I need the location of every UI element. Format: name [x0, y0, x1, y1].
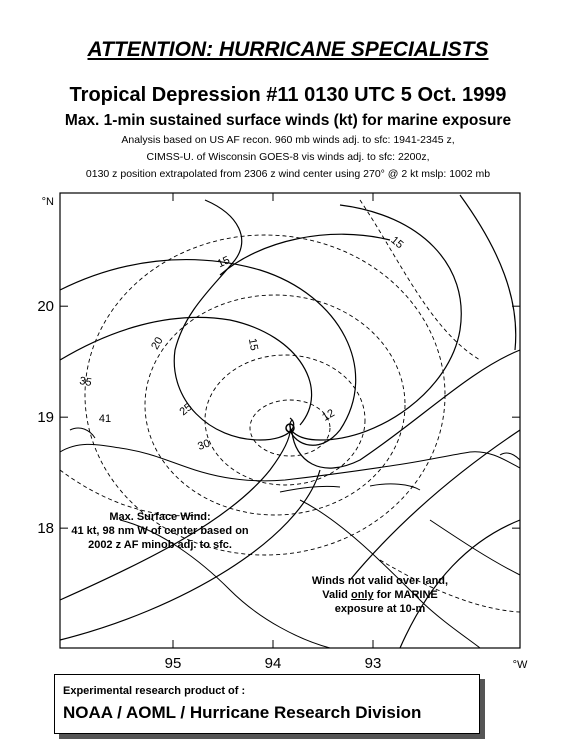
footer-line: Experimental research product of :	[63, 685, 246, 697]
title: ATTENTION: HURRICANE SPECIALISTS	[87, 38, 489, 61]
note-line: Max. Surface Wind:	[109, 511, 211, 523]
note-line: Winds not valid over land,	[311, 575, 449, 587]
isotachs	[59, 199, 521, 613]
y-tick-label: 19	[37, 409, 54, 426]
note-text: for MARINE	[373, 589, 438, 601]
map-frame	[59, 192, 521, 649]
y-tick-label: 20	[37, 298, 54, 315]
contour-label: 30	[196, 437, 212, 452]
max-wind-note: Max. Surface Wind: 41 kt, 98 nm W of cen…	[60, 510, 260, 552]
contour-label: 41	[99, 413, 111, 425]
note-line: Valid only for MARINE	[300, 588, 460, 602]
storm-title: Tropical Depression #11 0130 UTC 5 Oct. …	[69, 84, 507, 106]
x-tick-label: 93	[365, 655, 382, 672]
contour-label: 12	[320, 407, 337, 424]
contour-label: 20	[149, 335, 166, 352]
note: CIMSS-U. of Wisconsin GOES-8 vis winds a…	[146, 151, 430, 163]
contour-label: 15	[216, 254, 232, 270]
contour-label: 35	[78, 375, 92, 389]
note-line: 41 kt, 98 nm W of center based on	[71, 525, 249, 537]
x-unit: °W	[513, 659, 528, 671]
note-line: 2002 z AF minob adj. to sfc.	[88, 539, 232, 551]
footer-line: NOAA / AOML / Hurricane Research Divisio…	[63, 703, 422, 722]
note: Analysis based on US AF recon. 960 mb wi…	[121, 134, 455, 146]
storm-center	[285, 423, 295, 433]
y-unit: °N	[42, 196, 54, 208]
note: 0130 z position extrapolated from 2306 z…	[85, 168, 491, 180]
note-line: exposure at 10-m	[334, 603, 426, 615]
x-tick-label: 94	[265, 655, 282, 672]
note-text: only	[350, 589, 374, 601]
contour-label: 15	[246, 337, 260, 351]
note-text: Valid	[322, 589, 351, 601]
contour-label: 25	[178, 401, 195, 418]
contour-label: 15	[388, 234, 405, 251]
y-tick-label: 18	[37, 520, 54, 537]
x-tick-label: 95	[165, 655, 182, 672]
land-note: Winds not valid over land, Valid only fo…	[300, 574, 460, 616]
coastline	[59, 427, 521, 649]
footer-box: Experimental research product of : NOAA …	[54, 674, 480, 734]
subtitle: Max. 1-min sustained surface winds (kt) …	[64, 112, 512, 129]
